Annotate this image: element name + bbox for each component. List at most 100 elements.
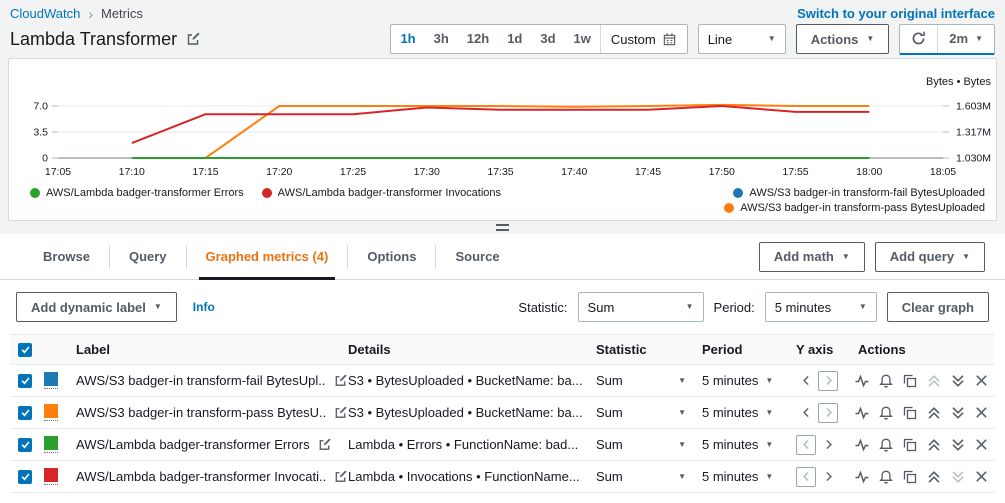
actions-button[interactable]: Actions ▼ [795,24,890,54]
legend-item[interactable]: AWS/S3 badger-in transform-pass BytesUpl… [724,202,985,214]
yaxis-left-button[interactable] [796,434,816,455]
row-period-value: 5 minutes [702,373,759,388]
time-range-12h[interactable]: 12h [466,31,490,46]
series-color-chip[interactable] [44,468,58,485]
double-chevron-up-icon[interactable] [926,437,942,453]
pulse-icon[interactable] [854,405,870,421]
alarm-bell-icon[interactable] [878,405,894,421]
pulse-icon[interactable] [854,437,870,453]
chevron-down-icon[interactable]: ▼ [765,439,774,449]
add-dynamic-label-button[interactable]: Add dynamic label ▼ [16,292,177,322]
yaxis-right-button[interactable] [818,402,838,423]
double-chevron-down-icon[interactable] [950,469,966,485]
row-checkbox[interactable] [18,437,32,452]
edit-title-icon[interactable] [185,31,201,47]
tab-query[interactable]: Query [128,249,167,264]
duplicate-icon[interactable] [902,437,918,453]
double-chevron-down-icon[interactable] [950,373,966,389]
switch-interface-link[interactable]: Switch to your original interface [797,6,995,21]
chevron-down-icon[interactable]: ▼ [765,471,774,481]
custom-time-range-button[interactable]: Custom [599,25,687,53]
time-range-3h[interactable]: 3h [433,31,449,46]
double-chevron-down-icon[interactable] [950,437,966,453]
chevron-down-icon[interactable]: ▼ [678,407,686,417]
chevron-down-icon[interactable]: ▼ [765,375,774,385]
chevron-down-icon[interactable]: ▼ [678,471,686,481]
tab-graphed-metrics[interactable]: Graphed metrics (4) [187,234,348,280]
row-checkbox[interactable] [18,373,32,388]
double-chevron-up-icon[interactable] [926,373,942,389]
edit-label-icon[interactable] [333,469,348,484]
pane-resize-handle[interactable] [0,221,1005,234]
legend-item[interactable]: AWS/Lambda badger-transformer Invocation… [261,187,501,199]
statistic-select[interactable]: Sum ▼ [577,292,704,322]
remove-metric-icon[interactable] [974,437,989,452]
legend-item[interactable]: AWS/Lambda badger-transformer Errors [30,187,244,199]
double-chevron-up-icon[interactable] [926,405,942,421]
yaxis-left-button[interactable] [796,466,816,487]
series-color-chip[interactable] [44,372,58,389]
yaxis-left-button[interactable] [796,403,816,423]
remove-metric-icon[interactable] [974,373,989,388]
clear-graph-button[interactable]: Clear graph [886,292,989,322]
svg-text:17:40: 17:40 [561,166,587,178]
alarm-bell-icon[interactable] [878,373,894,389]
tab-options[interactable]: Options [367,249,417,264]
tab-source[interactable]: Source [455,249,500,264]
yaxis-left-button[interactable] [796,371,816,391]
select-all-checkbox[interactable] [18,342,32,357]
duplicate-icon[interactable] [902,373,918,389]
time-range-1d[interactable]: 1d [507,31,523,46]
add-query-button[interactable]: Add query ▼ [874,241,985,272]
row-checkbox[interactable] [18,469,32,484]
chart-type-select[interactable]: Line ▼ [697,24,786,54]
chevron-down-icon[interactable]: ▼ [678,439,686,449]
double-chevron-up-icon[interactable] [926,469,942,485]
metric-details[interactable]: Lambda • Invocations • FunctionName... [348,469,580,484]
tab-divider [185,244,187,269]
series-color-chip[interactable] [44,436,58,453]
breadcrumb-cloudwatch-link[interactable]: CloudWatch [10,6,81,21]
graphed-metrics-table: Label Details Statistic Period Y axis Ac… [10,334,995,493]
series-color-chip[interactable] [44,404,58,421]
edit-label-icon[interactable] [317,437,332,452]
alarm-bell-icon[interactable] [878,469,894,485]
double-chevron-down-icon[interactable] [950,405,966,421]
period-select[interactable]: 5 minutes ▼ [764,292,877,322]
svg-text:17:20: 17:20 [266,166,292,178]
chevron-down-icon[interactable]: ▼ [765,407,774,417]
pulse-icon[interactable] [854,373,870,389]
info-link[interactable]: Info [192,300,215,314]
metric-details[interactable]: S3 • BytesUploaded • BucketName: ba... [348,373,583,388]
time-range-1h[interactable]: 1h [400,31,416,46]
remove-metric-icon[interactable] [974,405,989,420]
tab-divider [435,244,437,269]
remove-metric-icon[interactable] [974,469,989,484]
row-period-value: 5 minutes [702,437,759,452]
yaxis-right-button[interactable] [818,467,838,487]
pulse-icon[interactable] [854,469,870,485]
tabs-row: Browse Query Graphed metrics (4) Options… [0,234,1005,280]
metrics-chart[interactable]: Bytes • Bytes 7.0 1.603M 3.5 1.317M 0 1.030M 17… [10,61,995,185]
row-period-value: 5 minutes [702,405,759,420]
svg-text:18:00: 18:00 [856,166,882,178]
time-range-3d[interactable]: 3d [540,31,556,46]
duplicate-icon[interactable] [902,469,918,485]
yaxis-right-button[interactable] [818,435,838,455]
legend-item[interactable]: AWS/S3 badger-in transform-fail BytesUpl… [733,187,985,199]
edit-label-icon[interactable] [333,405,348,420]
refresh-button[interactable] [900,24,939,53]
tab-browse[interactable]: Browse [43,249,90,264]
chart-panel: Bytes • Bytes 7.0 1.603M 3.5 1.317M 0 1.030M 17… [8,58,997,221]
metric-details[interactable]: S3 • BytesUploaded • BucketName: ba... [348,405,583,420]
row-checkbox[interactable] [18,405,32,420]
edit-label-icon[interactable] [333,373,348,388]
yaxis-right-button[interactable] [818,370,838,391]
duplicate-icon[interactable] [902,405,918,421]
chevron-down-icon[interactable]: ▼ [678,375,686,385]
metric-details[interactable]: Lambda • Errors • FunctionName: bad... [348,437,579,452]
add-math-button[interactable]: Add math ▼ [758,241,865,272]
auto-refresh-interval-button[interactable]: 2m ▼ [938,25,994,53]
time-range-1w[interactable]: 1w [573,31,591,46]
alarm-bell-icon[interactable] [878,437,894,453]
